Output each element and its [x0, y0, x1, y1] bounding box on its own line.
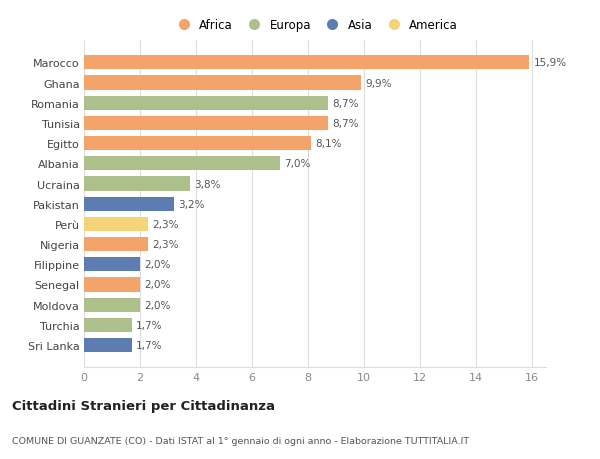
Text: 15,9%: 15,9%	[533, 58, 566, 68]
Text: 3,2%: 3,2%	[178, 199, 204, 209]
Text: 1,7%: 1,7%	[136, 320, 162, 330]
Text: COMUNE DI GUANZATE (CO) - Dati ISTAT al 1° gennaio di ogni anno - Elaborazione T: COMUNE DI GUANZATE (CO) - Dati ISTAT al …	[12, 436, 469, 445]
Text: 9,9%: 9,9%	[365, 78, 392, 88]
Bar	[84, 56, 529, 70]
Text: 8,7%: 8,7%	[332, 118, 358, 129]
Text: 2,0%: 2,0%	[144, 260, 170, 270]
Bar	[84, 177, 190, 191]
Text: 7,0%: 7,0%	[284, 159, 311, 169]
Text: 2,0%: 2,0%	[144, 300, 170, 310]
Text: 3,8%: 3,8%	[194, 179, 221, 189]
Bar	[84, 197, 173, 211]
Bar	[84, 218, 148, 231]
Text: 8,7%: 8,7%	[332, 99, 358, 108]
Bar	[84, 96, 328, 111]
Text: 1,7%: 1,7%	[136, 340, 162, 350]
Legend: Africa, Europa, Asia, America: Africa, Europa, Asia, America	[167, 15, 463, 37]
Bar	[84, 318, 131, 332]
Text: 2,3%: 2,3%	[152, 219, 179, 230]
Bar	[84, 237, 148, 252]
Bar	[84, 298, 140, 312]
Bar	[84, 157, 280, 171]
Bar	[84, 76, 361, 90]
Text: 2,0%: 2,0%	[144, 280, 170, 290]
Bar	[84, 137, 311, 151]
Text: Cittadini Stranieri per Cittadinanza: Cittadini Stranieri per Cittadinanza	[12, 399, 275, 412]
Text: 2,3%: 2,3%	[152, 240, 179, 250]
Bar	[84, 278, 140, 292]
Bar	[84, 338, 131, 353]
Bar	[84, 257, 140, 272]
Bar	[84, 117, 328, 131]
Text: 8,1%: 8,1%	[315, 139, 341, 149]
